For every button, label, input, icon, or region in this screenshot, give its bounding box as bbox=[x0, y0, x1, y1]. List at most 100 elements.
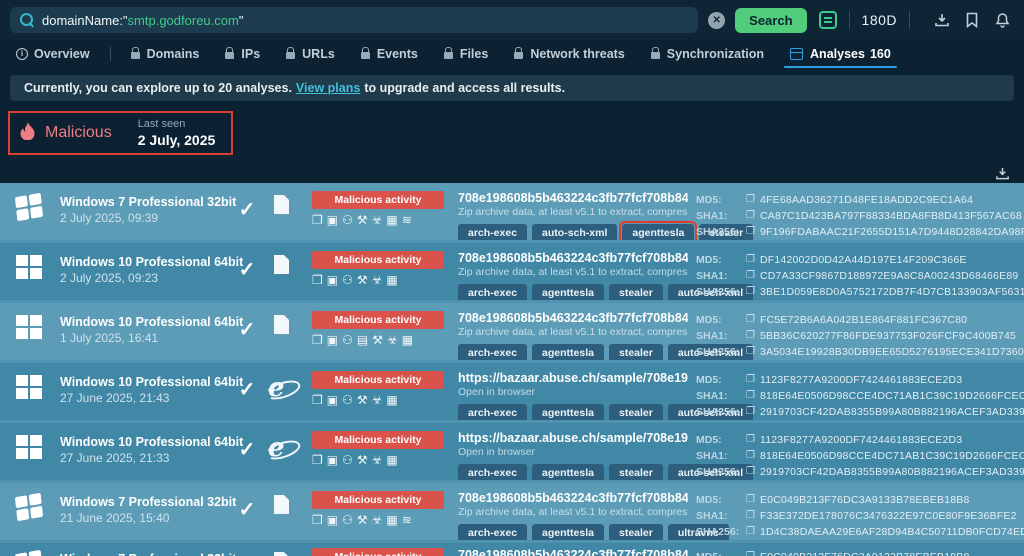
sample-column: 708e198608b5b463224c3fb77fcf708b845d0c7b… bbox=[458, 548, 696, 556]
tag-auto-sch-xml[interactable]: auto-sch-xml bbox=[667, 404, 754, 420]
tag-stealer[interactable]: stealer bbox=[699, 224, 754, 240]
tag-ultravnc[interactable]: ultravnc bbox=[667, 524, 729, 540]
tag-agenttesla[interactable]: agenttesla bbox=[532, 464, 604, 480]
tab-label: Overview bbox=[34, 47, 90, 61]
tab-analyses[interactable]: Analyses 160 bbox=[784, 40, 897, 68]
sample-title[interactable]: https://bazaar.abuse.ch/sample/708e19860… bbox=[458, 431, 688, 445]
file-icon bbox=[274, 495, 289, 514]
copy-icon[interactable]: ❐ bbox=[746, 406, 755, 417]
copy-icon[interactable]: ❐ bbox=[746, 450, 755, 461]
bookmark-icon[interactable] bbox=[962, 10, 982, 30]
tab-ips[interactable]: IPs bbox=[219, 40, 266, 68]
tag-list: arch-execagentteslastealerauto-sch-xmlul… bbox=[458, 344, 758, 360]
sample-title[interactable]: 708e198608b5b463224c3fb77fcf708b845d0c7b… bbox=[458, 491, 688, 505]
analysis-row[interactable]: Windows 7 Professional 32bit 21 June 202… bbox=[0, 483, 1024, 543]
tag-arch-exec[interactable]: arch-exec bbox=[458, 284, 528, 300]
copy-icon[interactable]: ❐ bbox=[746, 330, 755, 341]
md5-value: 1123F8277A9200DF7424461883ECE2D3 bbox=[759, 374, 963, 386]
analysis-row[interactable]: Windows 10 Professional 64bit 1 July 202… bbox=[0, 303, 1024, 363]
analysis-row[interactable]: Windows 7 Professional 32bit ✓ e Malicio… bbox=[0, 543, 1024, 556]
sample-title[interactable]: 708e198608b5b463224c3fb77fcf708b845d0c7b… bbox=[458, 251, 688, 265]
tag-agenttesla[interactable]: agenttesla bbox=[532, 344, 604, 360]
copy-icon[interactable]: ❐ bbox=[746, 549, 755, 556]
malicious-activity-badge: Malicious activity bbox=[312, 311, 444, 329]
tag-auto-sch-xml[interactable]: auto-sch-xml bbox=[667, 344, 754, 360]
windows-copy-icon: ❐ bbox=[312, 513, 323, 527]
tag-auto-sch-xml[interactable]: auto-sch-xml bbox=[667, 464, 754, 480]
clear-search-button[interactable]: ✕ bbox=[708, 11, 726, 29]
tag-auto-sch-xml[interactable]: auto-sch-xml bbox=[667, 284, 754, 300]
tab-label: IPs bbox=[241, 47, 261, 61]
tag-agenttesla[interactable]: agenttesla bbox=[532, 404, 604, 420]
sample-type-column: e bbox=[268, 191, 312, 214]
copy-icon[interactable]: ❐ bbox=[746, 314, 755, 325]
copy-icon[interactable]: ❐ bbox=[746, 374, 755, 385]
sample-title[interactable]: 708e198608b5b463224c3fb77fcf708b845d0c7b… bbox=[458, 311, 688, 325]
tag-stealer[interactable]: stealer bbox=[608, 344, 663, 360]
notifications-bell-icon[interactable] bbox=[992, 10, 1012, 30]
analysis-row[interactable]: Windows 10 Professional 64bit 27 June 20… bbox=[0, 423, 1024, 483]
tab-synchronization[interactable]: Synchronization bbox=[645, 40, 770, 68]
copy-icon[interactable]: ❐ bbox=[746, 210, 755, 221]
tab-network-threats[interactable]: Network threats bbox=[508, 40, 630, 68]
export-results-icon[interactable] bbox=[992, 163, 1012, 183]
tag-agenttesla[interactable]: agenttesla bbox=[532, 284, 604, 300]
copy-icon[interactable]: ❐ bbox=[746, 434, 755, 445]
tag-arch-exec[interactable]: arch-exec bbox=[458, 524, 528, 540]
malicious-activity-badge: Malicious activity bbox=[312, 371, 444, 389]
copy-icon[interactable]: ❐ bbox=[746, 390, 755, 401]
copy-icon[interactable]: ❐ bbox=[746, 270, 755, 281]
threat-column: Malicious activity ❐ ▣ ⚇ ⚒ ☣ ▦ bbox=[312, 371, 458, 407]
search-button[interactable]: Search bbox=[735, 7, 807, 33]
verified-check-icon: ✓ bbox=[238, 379, 256, 401]
sha1-line: SHA1: ❐ 5BB36C620277F86FDE937753F026FCF9… bbox=[696, 328, 1024, 344]
tab-domains[interactable]: Domains bbox=[125, 40, 206, 68]
tag-arch-exec[interactable]: arch-exec bbox=[458, 224, 528, 240]
download-icon[interactable] bbox=[932, 10, 952, 30]
sample-subtitle: Open in browser bbox=[458, 386, 536, 398]
sample-title[interactable]: https://bazaar.abuse.ch/sample/708e19860… bbox=[458, 371, 688, 385]
verified-check-icon: ✓ bbox=[226, 548, 268, 556]
copy-icon[interactable]: ❐ bbox=[746, 510, 755, 521]
os-name: Windows 10 Professional 64bit bbox=[60, 315, 244, 329]
copy-icon[interactable]: ❐ bbox=[746, 286, 755, 297]
view-plans-link[interactable]: View plans bbox=[295, 81, 361, 95]
os-column: Windows 10 Professional 64bit 1 July 202… bbox=[60, 311, 244, 346]
os-logo-column bbox=[16, 251, 60, 279]
search-input[interactable]: domainName:" smtp.godforeu.com " bbox=[10, 7, 699, 33]
copy-icon[interactable]: ❐ bbox=[746, 194, 755, 205]
tab-overview[interactable]: i Overview bbox=[10, 40, 96, 68]
tag-agenttesla[interactable]: agenttesla bbox=[532, 524, 604, 540]
copy-icon[interactable]: ❐ bbox=[746, 346, 755, 357]
tab-events[interactable]: Events bbox=[355, 40, 424, 68]
tag-arch-exec[interactable]: arch-exec bbox=[458, 344, 528, 360]
malicious-flame-icon bbox=[20, 121, 35, 145]
sample-title[interactable]: 708e198608b5b463224c3fb77fcf708b845d0c7b… bbox=[458, 191, 688, 205]
sample-title[interactable]: 708e198608b5b463224c3fb77fcf708b845d0c7b… bbox=[458, 548, 688, 556]
copy-icon[interactable]: ❐ bbox=[746, 254, 755, 265]
tag-stealer[interactable]: stealer bbox=[608, 284, 663, 300]
time-range-selector[interactable]: 180D bbox=[861, 12, 897, 28]
copy-icon[interactable]: ❐ bbox=[746, 226, 755, 237]
tag-stealer[interactable]: stealer bbox=[608, 464, 663, 480]
saved-searches-icon[interactable] bbox=[818, 11, 837, 29]
tag-agenttesla[interactable]: agenttesla bbox=[619, 221, 698, 240]
analysis-row[interactable]: Windows 7 Professional 32bit 2 July 2025… bbox=[0, 183, 1024, 243]
tag-arch-exec[interactable]: arch-exec bbox=[458, 404, 528, 420]
copy-icon[interactable]: ❐ bbox=[746, 526, 755, 537]
tab-urls[interactable]: URLs bbox=[280, 40, 341, 68]
tab-files[interactable]: Files bbox=[438, 40, 495, 68]
tag-auto-sch-xml[interactable]: auto-sch-xml bbox=[532, 224, 618, 240]
windows-logo-icon bbox=[16, 255, 42, 279]
analysis-row[interactable]: Windows 10 Professional 64bit 27 June 20… bbox=[0, 363, 1024, 423]
copy-icon[interactable]: ❐ bbox=[746, 466, 755, 477]
tag-stealer[interactable]: stealer bbox=[608, 404, 663, 420]
windows-copy-icon: ❐ bbox=[312, 453, 323, 467]
tag-arch-exec[interactable]: arch-exec bbox=[458, 464, 528, 480]
sha1-line: SHA1: ❐ 818E64E0506D98CCE4DC71AB1C39C19D… bbox=[696, 448, 1024, 464]
copy-icon[interactable]: ❐ bbox=[746, 494, 755, 505]
notice-text-after: to upgrade and access all results. bbox=[364, 81, 566, 95]
tag-stealer[interactable]: stealer bbox=[608, 524, 663, 540]
windows-copy-icon: ❐ bbox=[312, 393, 323, 407]
analysis-row[interactable]: Windows 10 Professional 64bit 2 July 202… bbox=[0, 243, 1024, 303]
